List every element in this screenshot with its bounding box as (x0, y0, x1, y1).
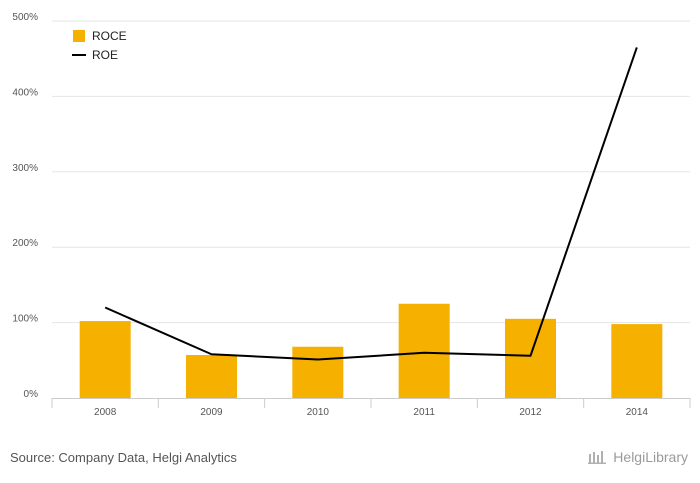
y-tick-label: 200% (12, 238, 38, 249)
roce-bar (79, 321, 131, 398)
legend-label-roe: ROE (92, 48, 118, 62)
y-tick-label: 400% (12, 87, 38, 98)
roce-bar (611, 324, 663, 398)
roce-bars (79, 303, 663, 398)
roce-bar (398, 303, 450, 398)
legend-swatch-roce (73, 30, 85, 42)
x-tick-label: 2008 (94, 407, 117, 418)
legend-label-roce: ROCE (92, 29, 127, 43)
roce-bar (505, 318, 556, 398)
library-icon (588, 451, 607, 464)
y-axis: 0% 100% 200% 300% 400% 500% (12, 12, 38, 400)
roe-line-group (104, 47, 638, 361)
roce-bar (186, 355, 237, 398)
x-tick-label: 2012 (519, 407, 542, 418)
x-tick-label: 2009 (200, 407, 223, 418)
source-note: Source: Company Data, Helgi Analytics (10, 450, 237, 465)
y-tick-label: 0% (24, 389, 39, 400)
grid (52, 20, 690, 324)
x-tick-label: 2010 (307, 407, 330, 418)
brand-logo: HelgiLibrary (588, 449, 688, 465)
x-tick-label: 2014 (626, 407, 649, 418)
brand-name: HelgiLibrary (613, 449, 688, 465)
roce-bar (292, 346, 344, 398)
y-tick-label: 300% (12, 163, 38, 174)
legend: ROCE ROE (72, 29, 127, 62)
chart: 0%100%200%300%400%500% 2008 2009 2010 2011 2… (12, 12, 691, 418)
x-axis: 2008 2009 2010 2011 2012 2014 (51, 398, 691, 418)
roe-line (104, 47, 638, 361)
y-tick-label: 500% (12, 12, 38, 23)
x-tick-label: 2011 (413, 407, 435, 418)
y-tick-label: 100% (12, 314, 38, 325)
